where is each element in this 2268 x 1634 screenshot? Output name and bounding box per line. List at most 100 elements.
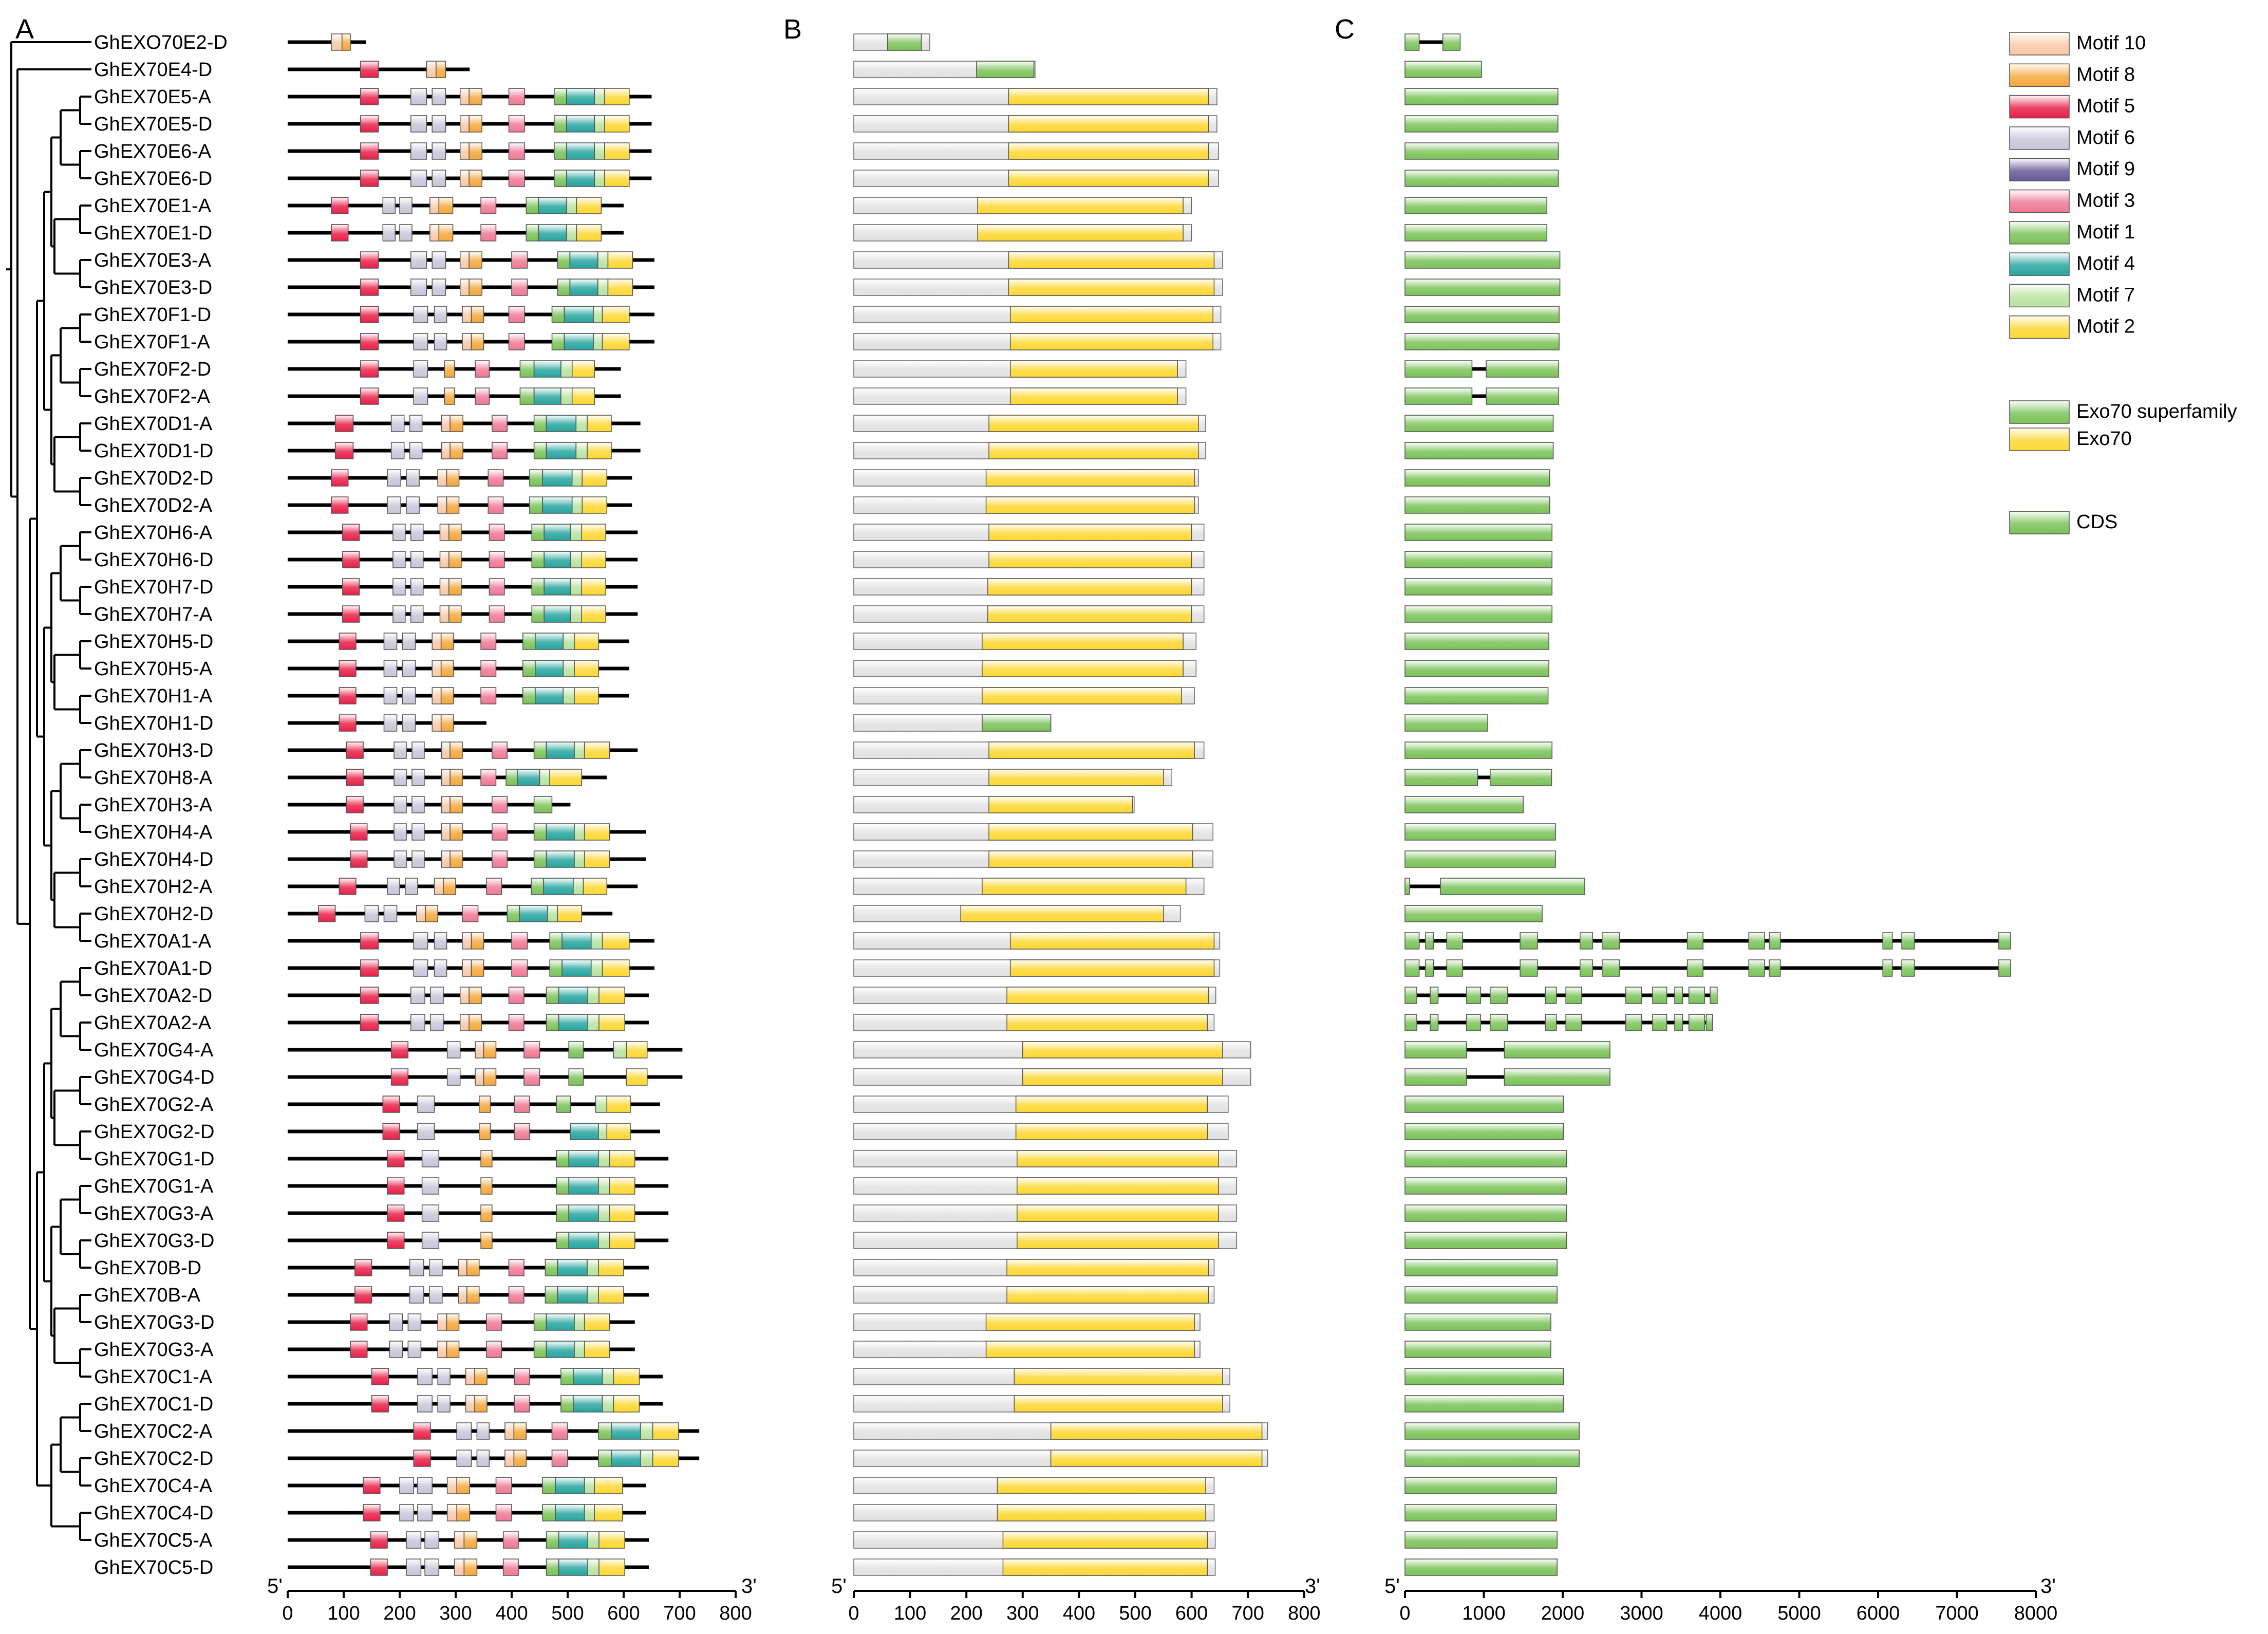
gene-structure-row bbox=[1404, 224, 1548, 242]
motif-row: GhEX70E4-D bbox=[94, 59, 470, 81]
tick-label: 8000 bbox=[2014, 1603, 2058, 1624]
motif-gloss bbox=[464, 1559, 477, 1575]
motif-gloss bbox=[343, 606, 359, 622]
motif-gloss bbox=[411, 89, 426, 104]
motif-gloss bbox=[412, 851, 424, 867]
motif-gloss bbox=[477, 1423, 489, 1439]
motif-gloss bbox=[414, 1423, 430, 1439]
cds-gloss bbox=[1405, 252, 1560, 268]
motif-gloss bbox=[481, 634, 496, 649]
domain-gloss bbox=[998, 1478, 1205, 1493]
gene-label: GhEX70D1-D bbox=[94, 440, 213, 462]
motif-gloss bbox=[447, 1505, 457, 1520]
motif-row: GhEX70C4-A bbox=[94, 1475, 646, 1497]
cds-gloss bbox=[1405, 906, 1542, 921]
motif-gloss bbox=[332, 198, 348, 213]
motif-gloss bbox=[557, 1233, 569, 1248]
motif-gloss bbox=[365, 906, 378, 921]
motif-gloss bbox=[405, 879, 417, 894]
motif-gloss bbox=[343, 579, 359, 595]
motif-gloss bbox=[641, 1451, 652, 1466]
gene-label: GhEX70G4-A bbox=[94, 1039, 214, 1061]
motif-gloss bbox=[463, 307, 471, 322]
gene-label: GhEX70G2-A bbox=[94, 1094, 214, 1116]
motif-gloss bbox=[410, 1260, 423, 1275]
gene-label: GhEX70C4-A bbox=[94, 1475, 213, 1497]
gene-label: GhEX70C5-A bbox=[94, 1530, 213, 1551]
domain-gloss bbox=[1010, 361, 1177, 377]
cds-gloss bbox=[1405, 1097, 1563, 1112]
motif-gloss bbox=[459, 1260, 466, 1275]
cds-gloss bbox=[1405, 1451, 1579, 1466]
cds-gloss bbox=[1566, 988, 1581, 1003]
tick-label: 500 bbox=[551, 1603, 584, 1624]
motif-gloss bbox=[569, 1178, 598, 1194]
motif-gloss bbox=[561, 361, 572, 377]
motif-gloss bbox=[364, 1478, 380, 1493]
cds-gloss bbox=[1602, 933, 1619, 949]
motif-gloss bbox=[627, 1069, 647, 1085]
gene-label: GhEX70H1-A bbox=[94, 685, 213, 707]
legend-swatch-gloss bbox=[2010, 159, 2069, 181]
domain-row bbox=[853, 1177, 1238, 1195]
gene-label: GhEX70D2-D bbox=[94, 468, 213, 489]
motif-gloss bbox=[567, 198, 576, 213]
gene-structure-row bbox=[1404, 987, 1718, 1004]
gene-structure-row bbox=[1404, 578, 1553, 596]
motif-gloss bbox=[607, 1097, 630, 1112]
motif-gloss bbox=[582, 525, 606, 540]
motif-gloss bbox=[418, 1505, 432, 1520]
motif-row: GhEX70E1-D bbox=[94, 222, 624, 244]
motif-gloss bbox=[492, 416, 507, 431]
motif-gloss bbox=[534, 361, 560, 377]
cds-gloss bbox=[1405, 443, 1553, 458]
motif-gloss bbox=[414, 933, 427, 949]
gene-label: GhEX70E5-A bbox=[94, 86, 212, 108]
motif-gloss bbox=[558, 906, 582, 921]
motif-row: GhEX70H7-D bbox=[94, 577, 638, 598]
motif-gloss bbox=[591, 933, 602, 949]
motif-gloss bbox=[340, 634, 355, 649]
motif-gloss bbox=[430, 198, 439, 213]
legend-item: Motif 6 bbox=[2009, 126, 2135, 150]
motif-gloss bbox=[451, 851, 462, 867]
cds-gloss bbox=[1405, 1124, 1563, 1139]
domain-row bbox=[853, 633, 1197, 650]
motif-gloss bbox=[470, 252, 482, 268]
motif-gloss bbox=[534, 742, 546, 758]
motif-gloss bbox=[575, 1342, 584, 1357]
tick-label: 4000 bbox=[1699, 1603, 1742, 1624]
tick-label: 3000 bbox=[1620, 1603, 1663, 1624]
gene-label: GhEX70E3-A bbox=[94, 250, 212, 271]
motif-gloss bbox=[550, 960, 562, 976]
gene-label: GhEX70F2-A bbox=[94, 386, 211, 407]
motif-gloss bbox=[569, 1151, 598, 1166]
axis-b-three-prime: 3' bbox=[1305, 1575, 1320, 1598]
motif-row: GhEX70G3-D bbox=[94, 1312, 635, 1333]
gene-structure-row bbox=[1404, 197, 1548, 214]
axis-b: 0 100 200 300 400 500 600 700 800 bbox=[848, 1590, 1321, 1624]
motif-gloss bbox=[425, 1532, 439, 1548]
motif-gloss bbox=[496, 1505, 511, 1520]
motif-gloss bbox=[572, 470, 582, 486]
motif-row: GhEX70A2-D bbox=[94, 985, 649, 1007]
gene-structure-row bbox=[1404, 524, 1553, 541]
domain-row bbox=[853, 1422, 1268, 1440]
motif-gloss bbox=[361, 143, 378, 159]
motif-gloss bbox=[612, 1423, 640, 1439]
motif-row: GhEX70G3-A bbox=[94, 1339, 635, 1361]
motif-gloss bbox=[603, 933, 629, 949]
motif-gloss bbox=[527, 225, 538, 240]
gene-structure-row bbox=[1404, 33, 1461, 51]
motif-gloss bbox=[532, 879, 543, 894]
tick-label: 800 bbox=[719, 1603, 752, 1624]
motif-gloss bbox=[512, 960, 527, 976]
motif-gloss bbox=[572, 497, 582, 513]
cds-gloss bbox=[1447, 960, 1463, 976]
gene-structure-row bbox=[1404, 687, 1549, 704]
motif-gloss bbox=[460, 116, 469, 132]
domain-gloss bbox=[989, 851, 1192, 867]
motif-gloss bbox=[393, 552, 405, 567]
motif-gloss bbox=[433, 116, 445, 132]
motif-gloss bbox=[435, 334, 446, 349]
